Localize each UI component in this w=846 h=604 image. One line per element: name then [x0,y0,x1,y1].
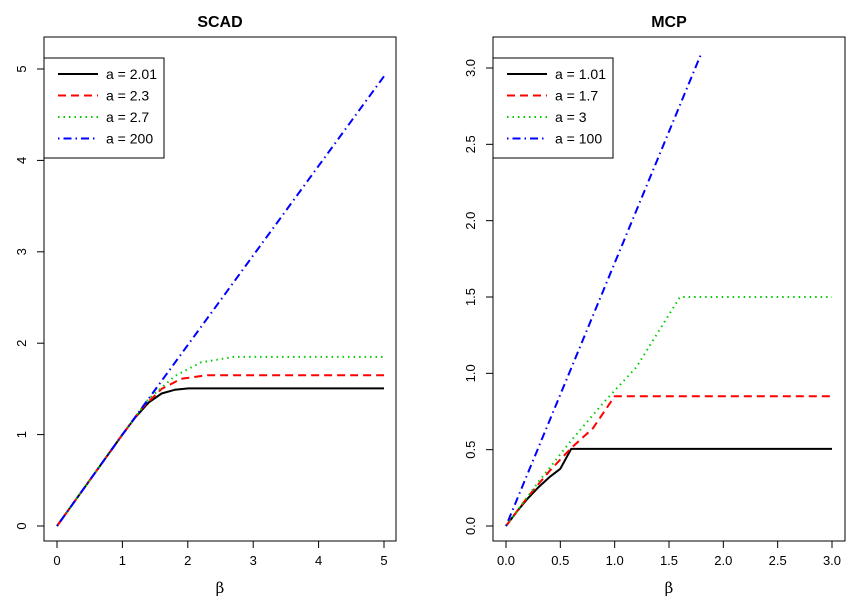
scad-y-tick-label: 0 [14,522,29,529]
scad-x-tick-label: 5 [380,553,387,568]
mcp-x-tick-label: 0.5 [551,553,569,568]
mcp-x-tick-label: 1.5 [660,553,678,568]
scad-legend-label-1: a = 2.01 [106,66,157,82]
scad-x-tick-label: 4 [315,553,322,568]
mcp-series-line-4 [505,52,703,527]
mcp-x-tick-label: 0.0 [497,553,515,568]
mcp-x-axis-label: β [665,579,674,597]
scad-x-axis-label: β [216,579,225,597]
scad-y-tick-label: 5 [14,65,29,72]
mcp-series-line-2 [505,395,832,527]
mcp-legend-label-2: a = 1.7 [555,88,598,104]
scad-title: SCAD [197,14,242,31]
mcp-series-line-1 [505,447,832,527]
scad-y-tick-label: 3 [14,248,29,255]
mcp-y-tick-label: 0.5 [463,441,478,459]
scad-legend-label-2: a = 2.3 [106,88,149,104]
scad-y-tick-label: 4 [14,157,29,164]
scad-legend-label-3: a = 2.7 [106,109,149,125]
scad-y-tick-label: 2 [14,340,29,347]
mcp-y-tick-label: 3.0 [463,59,478,77]
scad-series-line-2 [56,374,384,527]
scad-panel: SCAD 0 1 2 3 4 5 β 0 1 2 3 4 5 a = 2.01 a = 2.3 a = 2.7 a… [14,14,397,597]
scad-x-tick-label: 2 [184,553,191,568]
scad-x-tick-label: 0 [53,553,60,568]
mcp-x-tick-label: 3.0 [823,553,841,568]
mcp-legend-label-1: a = 1.01 [555,66,606,82]
scad-series-line-3 [56,355,384,527]
mcp-x-tick-label: 2.0 [714,553,732,568]
mcp-title: MCP [651,14,687,31]
scad-x-tick-label: 3 [250,553,257,568]
scad-series-line-4 [56,75,385,527]
scad-x-tick-label: 1 [119,553,126,568]
mcp-y-tick-label: 0.0 [463,517,478,535]
mcp-y-tick-label: 2.0 [463,212,478,230]
mcp-series-line-3 [505,296,832,527]
mcp-panel: MCP 0.0 0.5 1.0 1.5 2.0 2.5 3.0 β 0.0 0.5 1.0 1.5 2.0… [463,14,846,597]
mcp-y-tick-label: 1.0 [463,364,478,382]
mcp-y-tick-label: 2.5 [463,135,478,153]
mcp-legend-label-3: a = 3 [555,109,587,125]
scad-y-tick-label: 1 [14,431,29,438]
mcp-legend-label-4: a = 100 [555,131,602,147]
scad-legend-label-4: a = 200 [106,131,153,147]
mcp-x-tick-label: 1.0 [606,553,624,568]
mcp-x-tick-label: 2.5 [769,553,787,568]
mcp-y-tick-label: 1.5 [463,288,478,306]
